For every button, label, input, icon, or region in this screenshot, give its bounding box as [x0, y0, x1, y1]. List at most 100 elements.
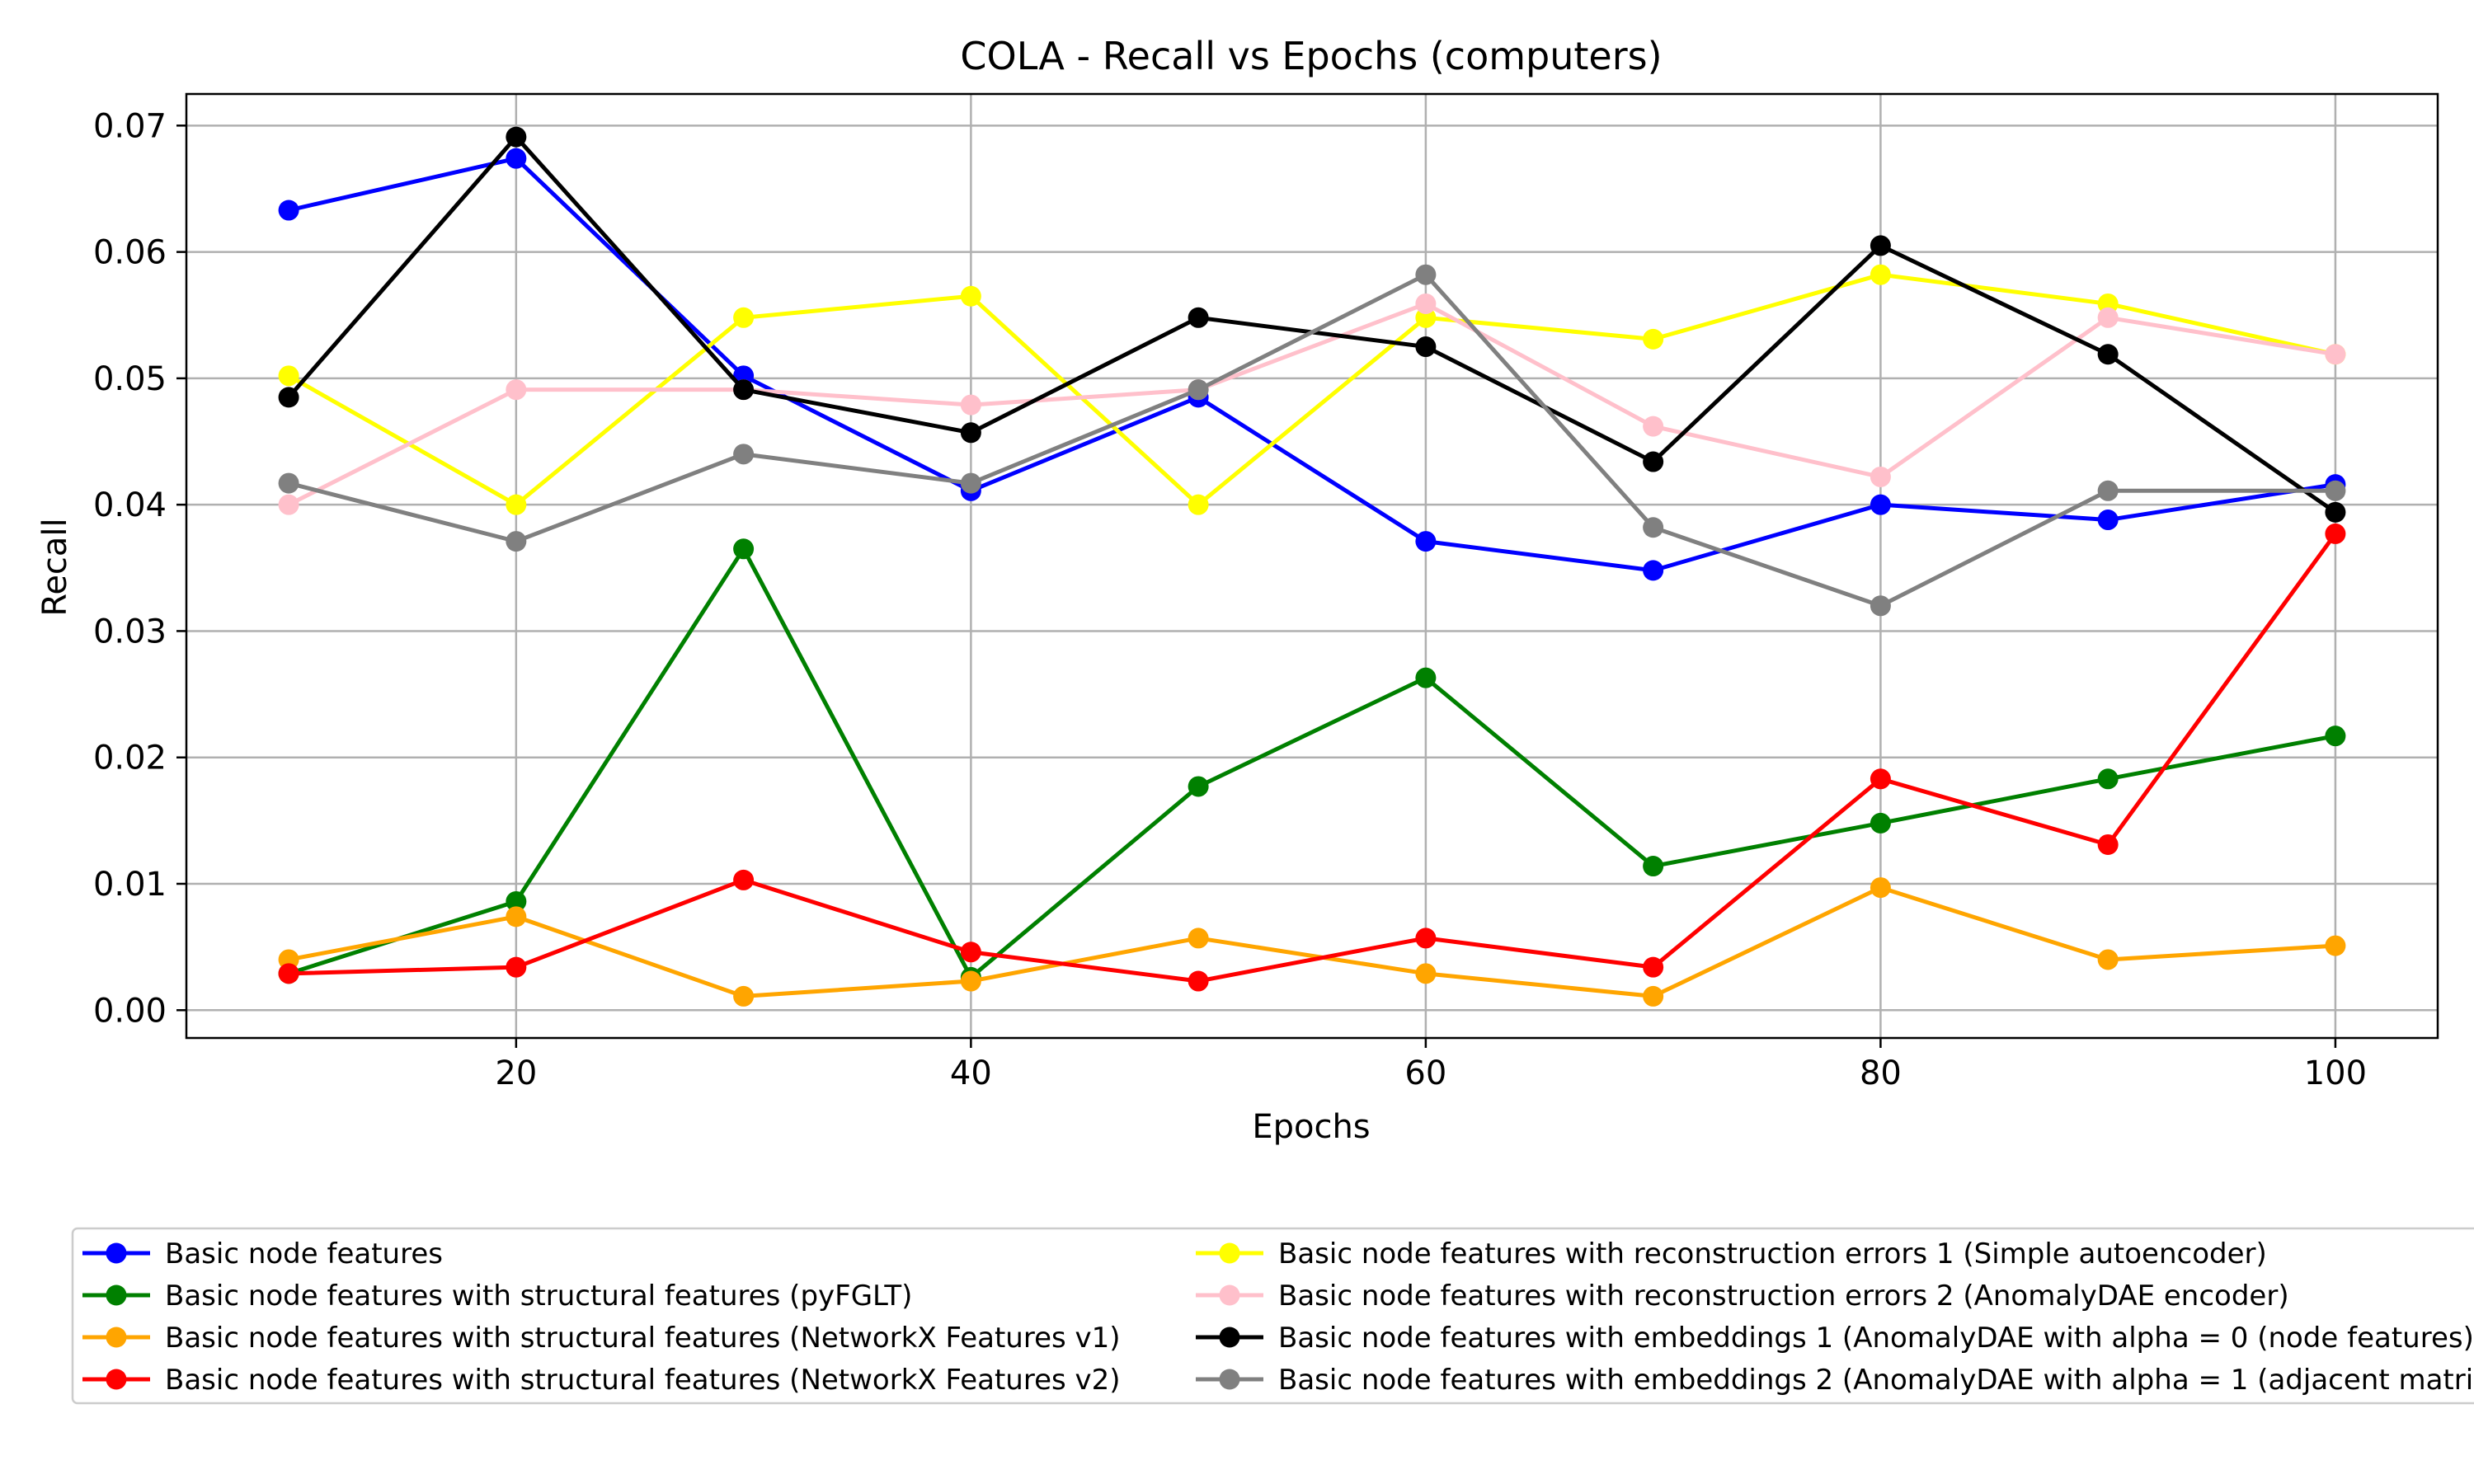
data-point [506, 531, 527, 552]
data-point [1870, 264, 1891, 285]
data-point [1643, 560, 1664, 581]
x-tick-label: 40 [950, 1054, 992, 1092]
legend-marker [1219, 1242, 1240, 1264]
data-point [2325, 344, 2346, 365]
series-lines [278, 126, 2346, 1007]
data-point [1415, 293, 1437, 314]
legend-entry: Basic node features with embeddings 1 (A… [1196, 1322, 2474, 1355]
y-tick-label: 0.05 [93, 360, 167, 398]
data-point [1870, 494, 1891, 515]
legend-label: Basic node features with reconstruction … [1278, 1280, 2289, 1313]
data-point [278, 387, 299, 408]
series-line [288, 885, 2336, 998]
legend-label: Basic node features with structural feat… [165, 1322, 1121, 1355]
y-tick-label: 0.03 [93, 613, 167, 650]
data-point [2097, 510, 2119, 531]
data-point [960, 970, 981, 992]
series-3 [278, 877, 2346, 1007]
gridlines [186, 94, 2438, 1038]
legend-marker [106, 1327, 127, 1348]
data-point [1643, 416, 1664, 437]
series-line [287, 272, 2336, 507]
data-point [960, 422, 981, 444]
axis-ticks: 20 40 60 80 100 0.00 0.01 0.02 0.03 0.04 0.05 0.06 0… [93, 107, 2367, 1092]
data-point [506, 126, 527, 148]
data-point [1643, 451, 1664, 472]
data-point [506, 379, 527, 401]
y-axis-label: Recall [36, 518, 74, 616]
legend-frame [71, 1227, 2474, 1405]
x-tick-label: 20 [495, 1054, 537, 1092]
legend-marker [106, 1284, 127, 1306]
series-line [288, 156, 2336, 573]
legend-entry: Basic node features with reconstruction … [1196, 1237, 2267, 1270]
data-point [1188, 970, 1209, 992]
legend-marker [106, 1242, 127, 1264]
legend-marker [1219, 1369, 1240, 1390]
data-point [2097, 344, 2119, 365]
data-point [1643, 856, 1664, 877]
data-point [1870, 877, 1891, 899]
data-point [1188, 494, 1209, 515]
legend-marker [1219, 1284, 1240, 1306]
data-point [2097, 480, 2119, 501]
data-point [733, 307, 755, 328]
legend-entry: Basic node features with embeddings 2 (A… [1196, 1364, 2474, 1397]
data-point [1415, 336, 1437, 358]
data-point [733, 538, 755, 560]
legend: Basic node features Basic node features w… [71, 1227, 2474, 1405]
data-point [2097, 307, 2119, 328]
x-tick-label: 100 [2304, 1054, 2367, 1092]
legend-label: Basic node features [165, 1237, 443, 1270]
data-point [2097, 834, 2119, 855]
y-tick-label: 0.04 [93, 486, 167, 524]
data-point [960, 394, 981, 416]
chart-title: COLA - Recall vs Epochs (computers) [960, 34, 1662, 78]
data-point [278, 472, 299, 494]
data-point [1415, 264, 1437, 285]
data-point [1870, 595, 1891, 617]
data-point [1643, 328, 1664, 350]
data-point [1870, 235, 1891, 256]
data-point [1870, 812, 1891, 834]
data-point [2325, 523, 2346, 544]
data-point [960, 472, 981, 494]
data-point [506, 956, 527, 978]
data-point [506, 148, 527, 169]
plot-frame [185, 92, 2439, 1040]
data-point [2097, 768, 2119, 790]
legend-label: Basic node features with embeddings 1 (A… [1278, 1322, 2474, 1355]
data-point [733, 985, 755, 1007]
y-tick-label: 0.01 [93, 866, 167, 904]
data-point [506, 890, 527, 912]
data-point [2325, 726, 2346, 747]
data-point [960, 942, 981, 963]
legend-entry: Basic node features with structural feat… [82, 1364, 1121, 1397]
data-point [1643, 956, 1664, 978]
data-point [1643, 517, 1664, 538]
data-point [1188, 928, 1209, 949]
legend-marker [1219, 1327, 1240, 1348]
x-tick-label: 80 [1860, 1054, 1902, 1092]
legend-entry: Basic node features [82, 1237, 443, 1270]
y-tick-label: 0.00 [93, 992, 167, 1030]
series-4 [278, 523, 2346, 992]
data-point [278, 963, 299, 984]
data-point [278, 494, 299, 515]
data-point [278, 200, 299, 221]
data-point [1188, 776, 1209, 797]
data-point [1415, 963, 1437, 984]
data-point [960, 285, 981, 307]
x-tick-label: 60 [1404, 1054, 1446, 1092]
data-point [1415, 928, 1437, 949]
data-point [2325, 480, 2346, 501]
data-point [1870, 768, 1891, 790]
series-line [289, 532, 2337, 984]
data-point [506, 906, 527, 928]
legend-label: Basic node features with embeddings 2 (A… [1278, 1364, 2474, 1397]
series-line [287, 301, 2336, 507]
data-point [2097, 949, 2119, 970]
legend-entry: Basic node features with structural feat… [82, 1280, 912, 1313]
legend-entry: Basic node features with reconstruction … [1196, 1280, 2289, 1313]
